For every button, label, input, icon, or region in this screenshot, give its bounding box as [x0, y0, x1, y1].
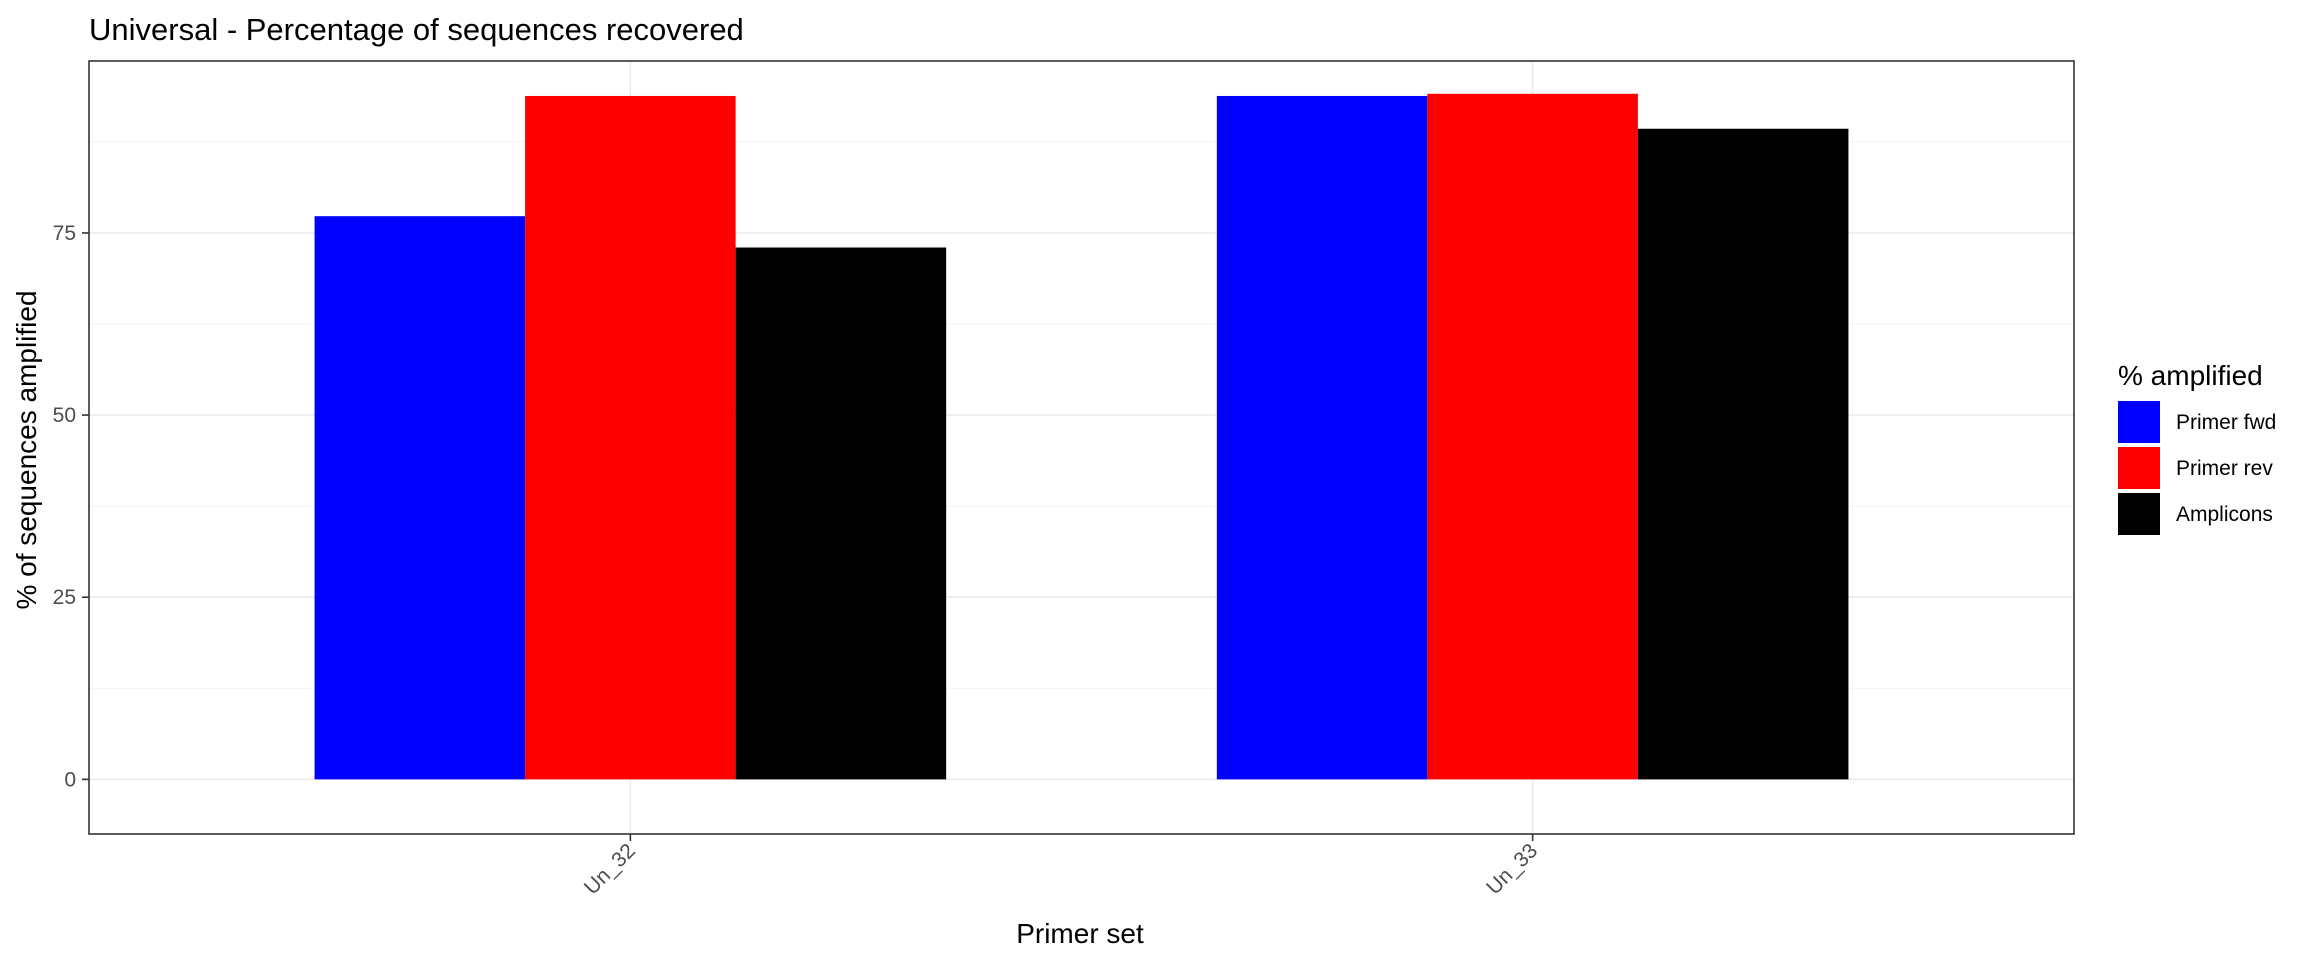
chart-title: Universal - Percentage of sequences reco…	[89, 12, 744, 47]
y-tick-label: 75	[53, 222, 76, 245]
y-tick-label: 50	[53, 404, 76, 427]
bar-un-33-primer-fwd	[1216, 95, 1428, 780]
y-axis-title: % of sequences amplified	[11, 290, 42, 609]
legend-key	[2118, 447, 2160, 489]
legend-title: % amplified	[2118, 360, 2263, 391]
bar-un-32-primer-rev	[525, 95, 736, 780]
y-axis: 0 25 50 75	[53, 222, 89, 791]
bar-un-32-amplicons	[735, 247, 947, 780]
bars	[314, 93, 1849, 780]
legend-key	[2118, 401, 2160, 443]
x-axis: Un_32 Un_33	[580, 834, 1542, 899]
legend-items: Primer fwd Primer rev Amplicons	[2118, 401, 2276, 535]
bar-un-33-primer-rev	[1427, 93, 1638, 780]
x-tick-label: Un_33	[1482, 839, 1542, 899]
plot-panel-border	[88, 60, 2075, 835]
bar-un-33-amplicons	[1637, 128, 1849, 780]
x-tick-label: Un_32	[580, 839, 640, 899]
legend-label: Primer fwd	[2176, 411, 2276, 434]
y-tick-label: 0	[64, 768, 76, 791]
legend-label: Amplicons	[2176, 503, 2273, 526]
bar-un-32-primer-fwd	[314, 216, 526, 780]
legend-label: Primer rev	[2176, 457, 2273, 480]
legend-key	[2118, 493, 2160, 535]
y-tick-label: 25	[53, 586, 76, 609]
x-axis-title: Primer set	[1016, 918, 1144, 949]
legend: % amplified Primer fwd Primer rev Amplicon…	[2118, 360, 2276, 535]
